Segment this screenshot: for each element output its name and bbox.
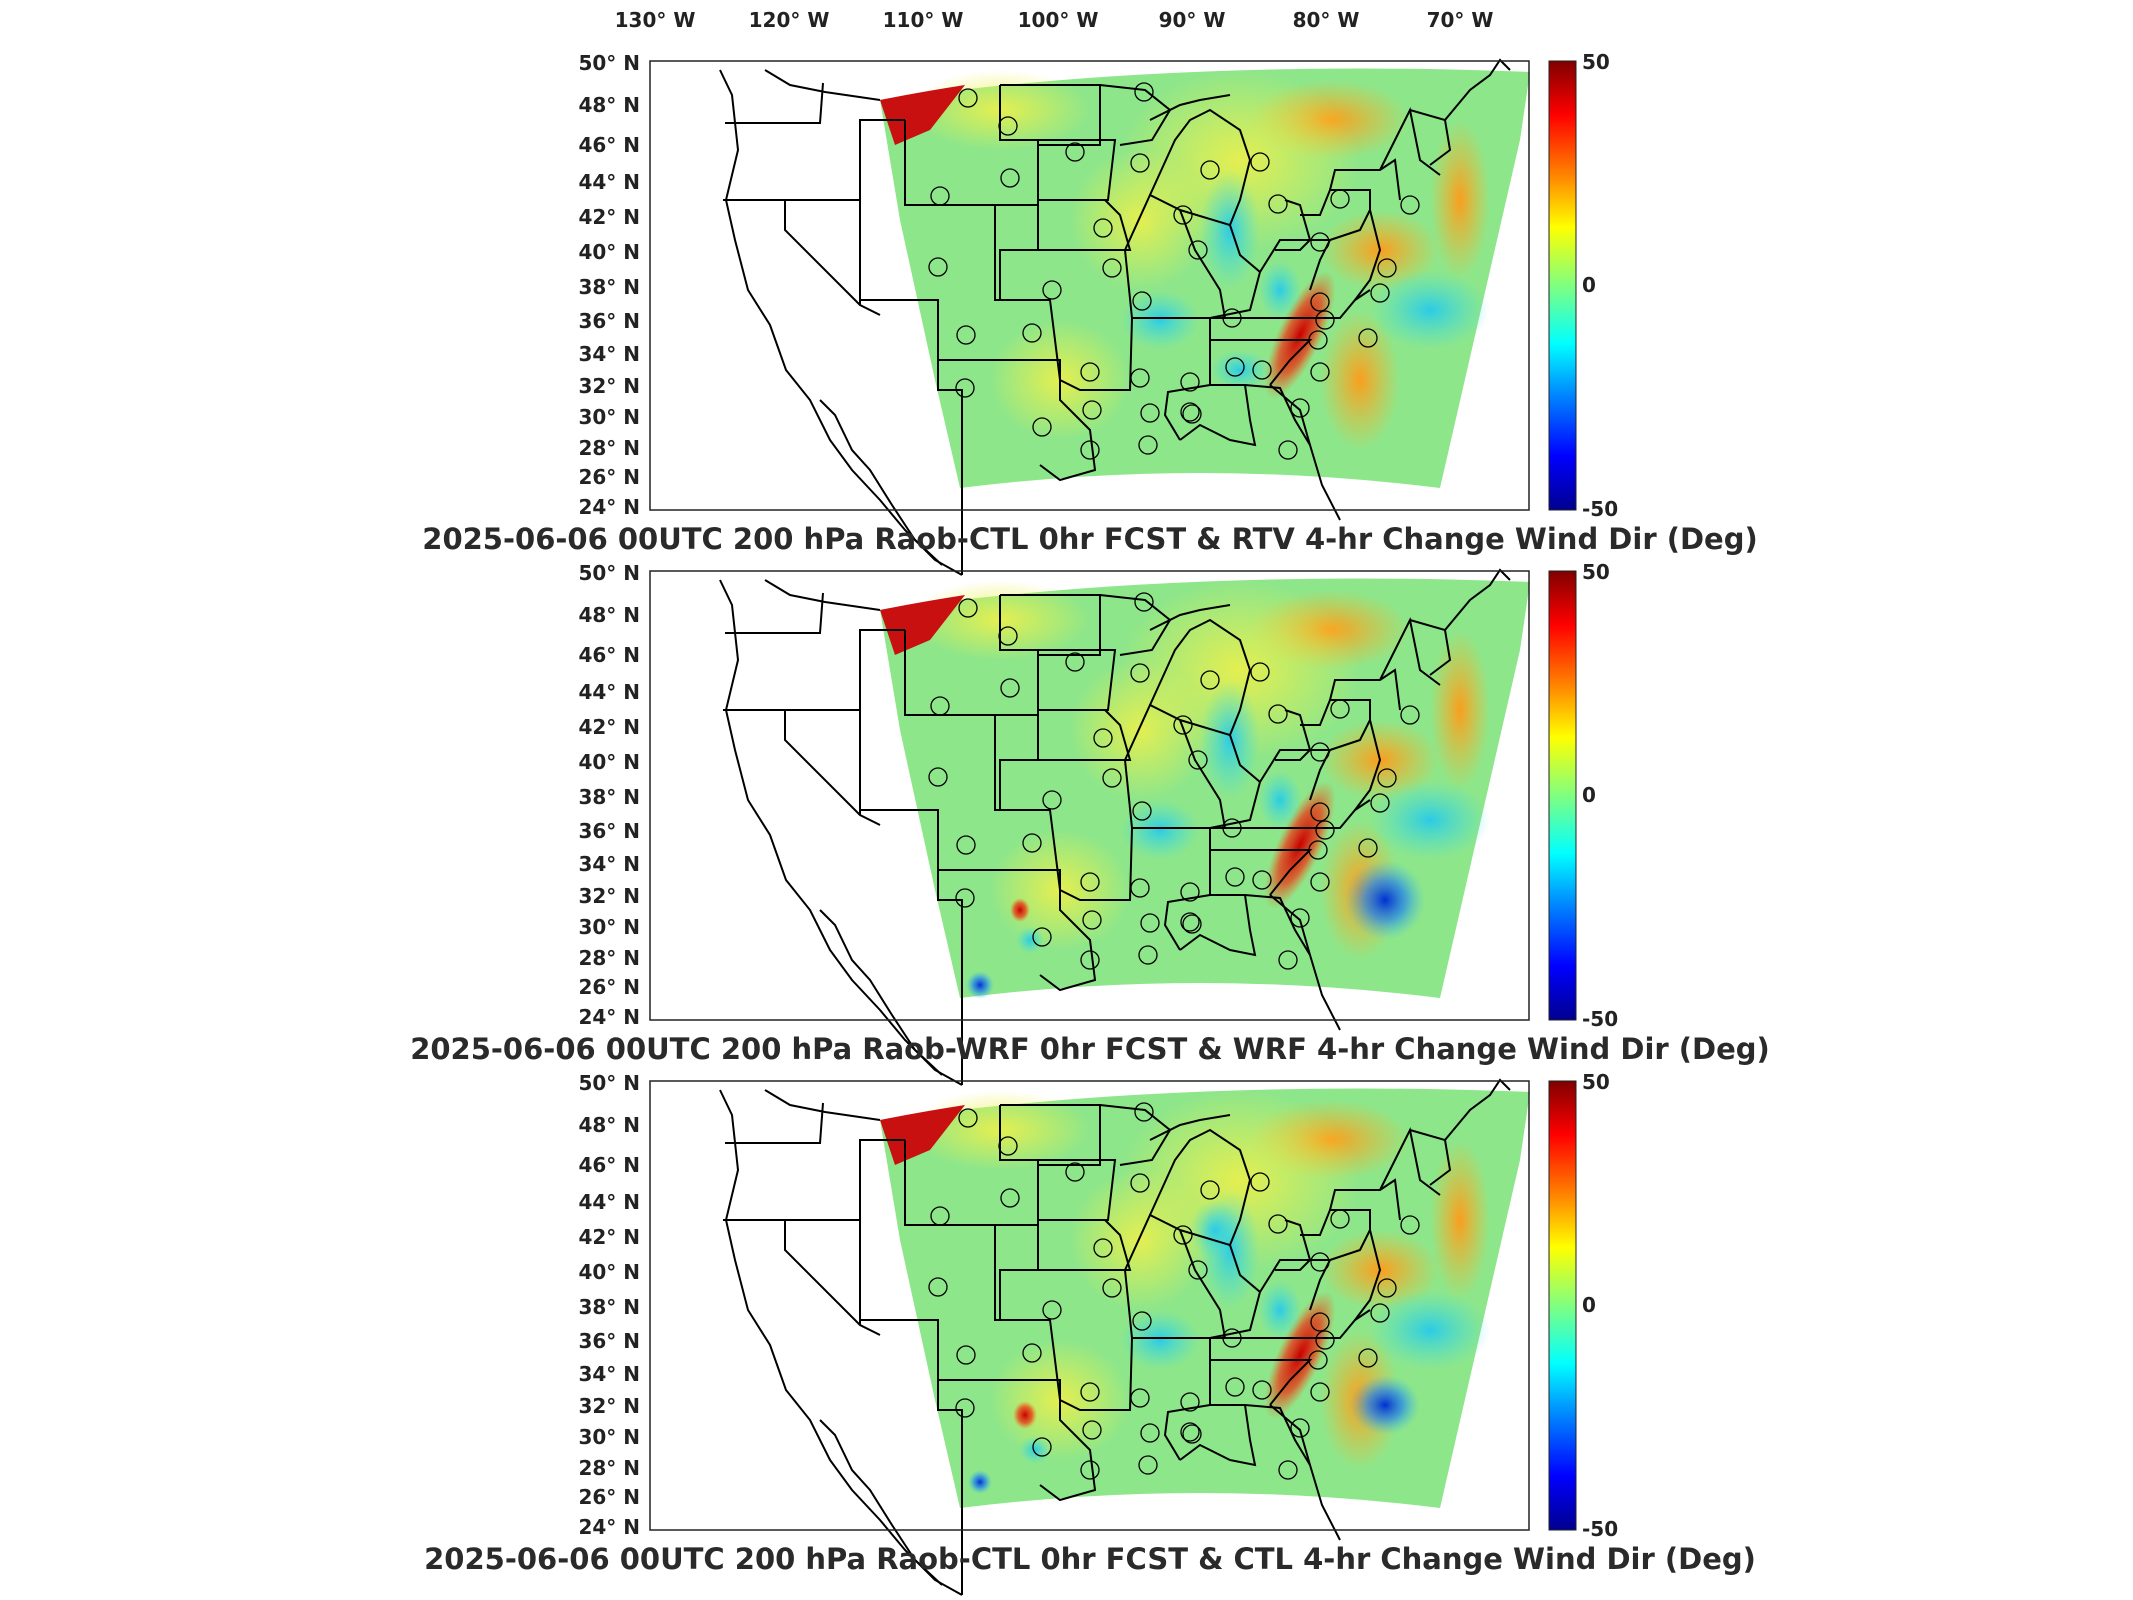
panel-title: 2025-06-06 00UTC 200 hPa Raob-CTL 0hr FC… (424, 1542, 1756, 1576)
lat-label: 50° N (578, 1071, 640, 1095)
colorbar: 50 0 -50 (1548, 50, 1618, 521)
lat-label: 42° N (578, 1225, 640, 1249)
colorbar-min-label: -50 (1582, 1007, 1618, 1031)
lon-label: 70° W (1427, 8, 1494, 32)
lat-label: 36° N (578, 819, 640, 843)
lat-label: 48° N (578, 1113, 640, 1137)
lat-label: 50° N (578, 51, 640, 75)
lat-label: 34° N (578, 1362, 640, 1386)
panel-title: 2025-06-06 00UTC 200 hPa Raob-WRF 0hr FC… (410, 1032, 1770, 1066)
colorbar-max-label: 50 (1582, 50, 1610, 74)
colorbar: 50 0 -50 (1548, 1070, 1618, 1541)
lon-label: 80° W (1293, 8, 1360, 32)
lat-axis: 50° N 48° N 46° N 44° N 42° N 40° N 38° … (578, 51, 640, 519)
lat-axis: 50° N 48° N 46° N 44° N 42° N 40° N 38° … (578, 561, 640, 1029)
map-panel-2: 50° N 48° N 46° N 44° N 42° N 40° N 38° … (410, 560, 1770, 1086)
colorbar-max-label: 50 (1582, 1070, 1610, 1094)
panel-title: 2025-06-06 00UTC 200 hPa Raob-CTL 0hr FC… (422, 522, 1757, 556)
lat-label: 44° N (578, 680, 640, 704)
wind-direction-field (880, 578, 1530, 999)
lat-label: 48° N (578, 603, 640, 627)
colorbar-mid-label: 0 (1582, 1293, 1596, 1317)
lon-label: 110° W (883, 8, 964, 32)
lat-label: 34° N (578, 852, 640, 876)
top-longitude-axis: 130° W 120° W 110° W 100° W 90° W 80° W … (615, 8, 1494, 32)
lat-label: 26° N (578, 975, 640, 999)
lat-label: 32° N (578, 1394, 640, 1418)
lat-label: 38° N (578, 275, 640, 299)
lat-label: 28° N (578, 946, 640, 970)
colorbar-min-label: -50 (1582, 1517, 1618, 1541)
lat-axis: 50° N 48° N 46° N 44° N 42° N 40° N 38° … (578, 1071, 640, 1539)
lat-label: 38° N (578, 785, 640, 809)
lon-label: 90° W (1159, 8, 1226, 32)
map-panel-1: 50° N 48° N 46° N 44° N 42° N 40° N 38° … (422, 50, 1758, 576)
lat-label: 24° N (578, 495, 640, 519)
lat-label: 44° N (578, 1190, 640, 1214)
map-frame (649, 1080, 1530, 1531)
lat-label: 24° N (578, 1515, 640, 1539)
lat-label: 36° N (578, 1329, 640, 1353)
lat-label: 46° N (578, 133, 640, 157)
colorbar-mid-label: 0 (1582, 783, 1596, 807)
lat-label: 48° N (578, 93, 640, 117)
colorbar-mid-label: 0 (1582, 273, 1596, 297)
lat-label: 32° N (578, 884, 640, 908)
lat-label: 36° N (578, 309, 640, 333)
map-frame (649, 570, 1530, 1021)
lon-label: 100° W (1018, 8, 1099, 32)
colorbar-max-label: 50 (1582, 560, 1610, 584)
wind-direction-field (880, 68, 1530, 488)
map-panel-3: 50° N 48° N 46° N 44° N 42° N 40° N 38° … (424, 1070, 1756, 1596)
lat-label: 34° N (578, 342, 640, 366)
lat-label: 40° N (578, 240, 640, 264)
lat-label: 28° N (578, 436, 640, 460)
colorbar: 50 0 -50 (1548, 560, 1618, 1031)
lat-label: 40° N (578, 750, 640, 774)
lat-label: 30° N (578, 915, 640, 939)
lat-label: 30° N (578, 1425, 640, 1449)
lat-label: 42° N (578, 205, 640, 229)
lat-label: 46° N (578, 643, 640, 667)
lat-label: 26° N (578, 1485, 640, 1509)
lat-label: 24° N (578, 1005, 640, 1029)
lat-label: 30° N (578, 405, 640, 429)
wind-direction-field (880, 1088, 1530, 1508)
lat-label: 38° N (578, 1295, 640, 1319)
lat-label: 32° N (578, 374, 640, 398)
lon-label: 120° W (749, 8, 830, 32)
lat-label: 40° N (578, 1260, 640, 1284)
lat-label: 42° N (578, 715, 640, 739)
lat-label: 46° N (578, 1153, 640, 1177)
lat-label: 50° N (578, 561, 640, 585)
map-frame (649, 60, 1530, 511)
lon-label: 130° W (615, 8, 696, 32)
lat-label: 26° N (578, 465, 640, 489)
lat-label: 28° N (578, 1456, 640, 1480)
lat-label: 44° N (578, 170, 640, 194)
colorbar-min-label: -50 (1582, 497, 1618, 521)
